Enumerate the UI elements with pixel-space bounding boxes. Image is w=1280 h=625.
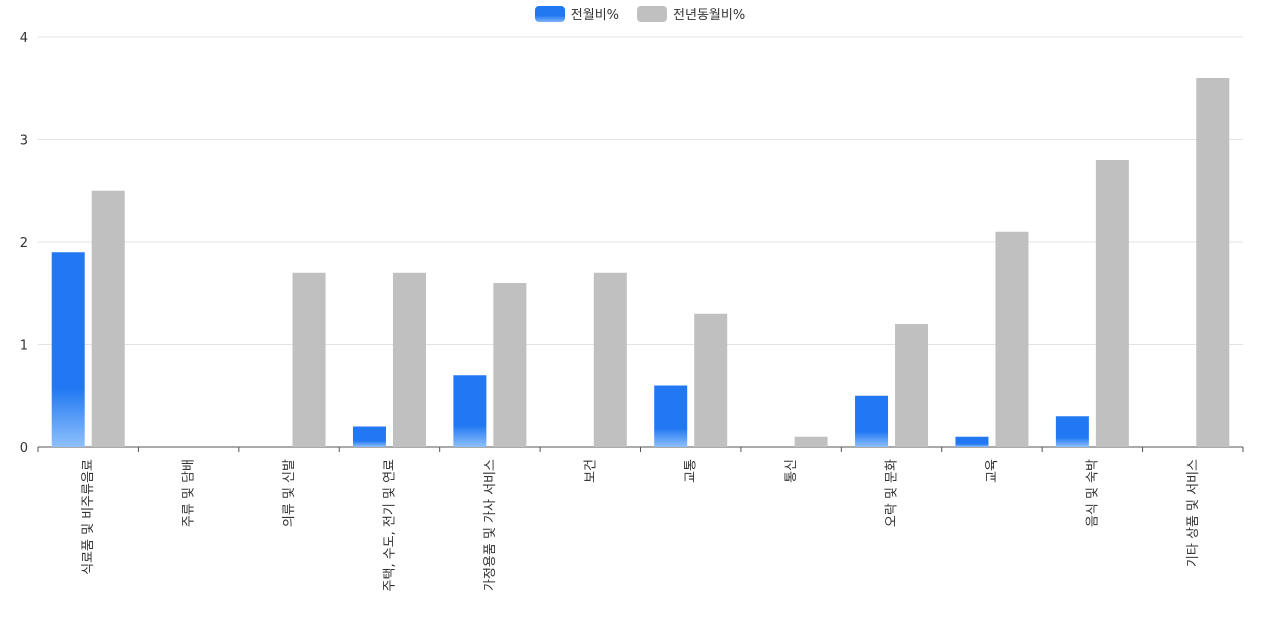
x-tick-label-5: 보건 [583,459,598,483]
bar-series-2-10 [1095,160,1129,447]
y-tick-label-2: 2 [20,236,28,251]
y-tick-label-1: 1 [20,339,28,354]
y-tick-label-4: 4 [20,31,28,46]
legend-swatch-series-2 [637,5,668,22]
bar-series-1-4 [453,375,487,447]
x-tick-label-0: 식료품 및 비주류음료 [81,459,96,575]
x-tick-label-10: 음식 및 숙박 [1085,459,1100,527]
y-tick-label-3: 3 [20,134,28,149]
bar-series-2-6 [694,313,728,447]
bar-series-2-2 [292,272,326,447]
x-tick-label-4: 가정용품 및 가사 서비스 [483,459,498,591]
bar-series-1-6 [654,385,688,447]
x-tick-label-2: 의류 및 신발 [282,459,297,527]
bar-series-2-4 [493,283,527,447]
x-tick-label-9: 교육 [985,459,1000,483]
legend: 전월비% 전년동월비% [0,4,1280,23]
bar-series-2-0 [91,190,125,447]
x-tick-label-7: 통신 [784,459,799,483]
bar-series-1-0 [51,252,85,447]
legend-item-series-1[interactable]: 전월비% [534,4,620,23]
bar-series-2-3 [392,272,426,447]
bar-series-2-7 [794,436,828,447]
legend-item-series-2[interactable]: 전년동월비% [637,4,745,23]
bar-series-1-9 [955,436,989,447]
bar-series-1-3 [352,426,386,447]
x-tick-label-11: 기타 상품 및 서비스 [1186,459,1201,567]
bar-series-1-10 [1055,416,1089,447]
bar-series-2-9 [995,231,1029,447]
legend-label-series-1: 전월비% [570,8,620,23]
bar-series-1-8 [855,395,889,447]
y-tick-label-0: 0 [20,441,28,456]
x-tick-label-8: 오락 및 문화 [885,459,900,527]
bar-series-2-8 [895,324,929,447]
x-tick-label-6: 교통 [684,459,699,483]
bar-series-2-11 [1196,78,1230,447]
x-tick-label-3: 주택, 수도, 전기 및 연료 [382,459,397,591]
legend-swatch-series-1 [534,5,565,22]
bar-series-2-5 [593,272,627,447]
x-tick-label-1: 주류 및 담배 [182,459,197,527]
legend-label-series-2: 전년동월비% [673,8,746,23]
